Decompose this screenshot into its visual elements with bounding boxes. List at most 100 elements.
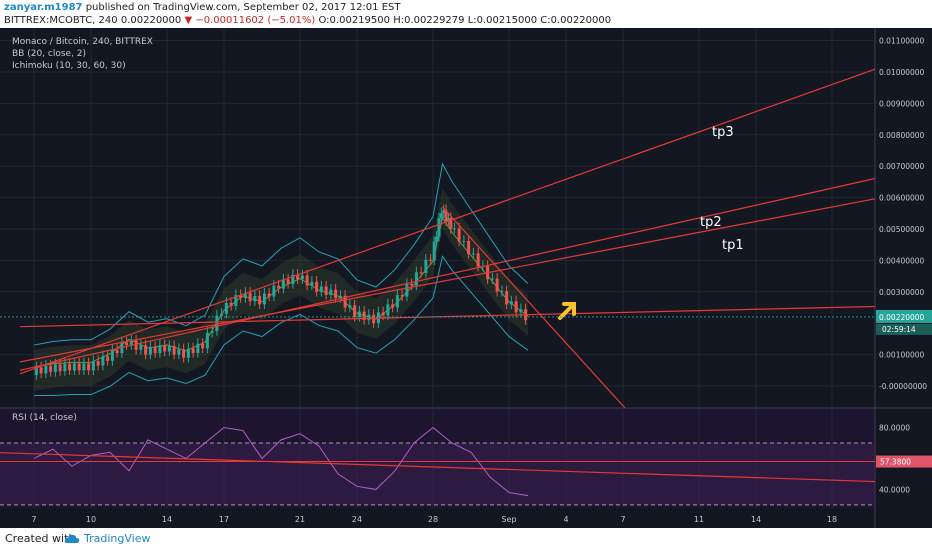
candle-body xyxy=(429,259,433,261)
candle-body xyxy=(437,218,441,237)
candle-body xyxy=(519,309,523,313)
candle-body xyxy=(44,365,48,374)
candle-body xyxy=(432,241,436,261)
time-tick-label: 11 xyxy=(694,515,704,524)
candle-body xyxy=(253,295,257,302)
time-tick-label: 28 xyxy=(428,515,438,524)
candle-body xyxy=(39,367,43,374)
legend-rsi: RSI (14, close) xyxy=(12,413,77,423)
candle-body xyxy=(296,274,300,280)
candle-body xyxy=(400,295,404,297)
footer-bar: Created with TradingView xyxy=(0,528,932,550)
candle-body xyxy=(239,295,243,299)
candle-body xyxy=(324,286,328,295)
price-tick-label: 0.00700000 xyxy=(879,162,925,171)
rsi-band-fill xyxy=(0,442,875,505)
price-tick-label: 0.00100000 xyxy=(879,351,925,360)
price-change: ▼ −0.00011602 (−5.01%) xyxy=(184,15,316,26)
annotation-tp2: tp2 xyxy=(700,215,722,230)
candle-body xyxy=(115,350,119,354)
tradingview-link[interactable]: TradingView xyxy=(84,532,151,545)
time-tick-label: 18 xyxy=(827,515,837,524)
time-tick-label: 14 xyxy=(751,515,761,524)
candle-body xyxy=(215,315,219,332)
candle-body xyxy=(224,302,228,314)
countdown-tag-text: 02:59:14 xyxy=(882,325,916,334)
candle-body xyxy=(315,281,319,292)
candle-body xyxy=(329,289,333,295)
candle-body xyxy=(300,275,304,280)
candle-body xyxy=(53,364,57,372)
publish-info: published on TradingView.com, September … xyxy=(85,2,401,13)
candle-body xyxy=(110,350,114,361)
candle-body xyxy=(229,302,233,306)
candle-body xyxy=(77,363,81,371)
candle-body xyxy=(500,291,504,293)
candle-body xyxy=(129,340,133,346)
candle-body xyxy=(182,349,186,358)
candle-body xyxy=(343,295,347,308)
candle-body xyxy=(63,363,67,372)
candle-body xyxy=(277,285,281,289)
symbol-label: BITTREX:MCOBTC, 240 xyxy=(4,15,118,26)
time-tick-label: 24 xyxy=(352,515,362,524)
time-tick-label: 17 xyxy=(219,515,229,524)
price-tick-label: -0.00000000 xyxy=(879,382,927,391)
candle-body xyxy=(367,314,371,321)
candle-body xyxy=(424,259,428,273)
candle-body xyxy=(172,346,176,355)
bb-lower-line xyxy=(34,255,529,396)
candle-body xyxy=(272,285,276,297)
ohlc-line: BITTREX:MCOBTC, 240 0.00220000 ▼ −0.0001… xyxy=(4,15,611,26)
candle-body xyxy=(509,301,513,305)
rsi-band xyxy=(0,442,875,506)
candle-body xyxy=(248,292,252,302)
candle-body xyxy=(201,343,205,349)
candle-body xyxy=(444,210,448,222)
time-tick-label: 14 xyxy=(162,515,172,524)
time-tick-label: Sep xyxy=(501,515,516,524)
candle-body xyxy=(457,228,461,242)
candle-body xyxy=(101,356,105,366)
legend-title: Monaco / Bitcoin, 240, BITTREX xyxy=(12,37,153,47)
target-arrow-icon xyxy=(558,302,576,320)
high-value: H:0.00229279 xyxy=(393,15,465,26)
candle-body xyxy=(372,314,376,324)
candle-body xyxy=(163,345,167,352)
trendlines[interactable] xyxy=(19,68,876,409)
candle-body xyxy=(505,291,509,305)
candle-body xyxy=(381,312,385,316)
time-tick-label: 7 xyxy=(620,515,625,524)
rsi-lines: 57.3800 xyxy=(0,426,932,497)
candle-body xyxy=(435,236,439,242)
open-value: O:0.00219500 xyxy=(318,15,390,26)
candle-body xyxy=(220,313,224,316)
trendline-tp1 xyxy=(19,198,876,363)
candle-body xyxy=(467,240,471,255)
candle-body xyxy=(68,363,72,371)
trendline-tp2 xyxy=(19,177,876,371)
candle-body xyxy=(446,218,450,222)
candle-body xyxy=(153,346,157,354)
candle-body xyxy=(348,305,352,308)
candle-body xyxy=(449,218,453,229)
chart-area[interactable]: 57.3800 0.011000000.010000000.009000000.… xyxy=(0,28,932,528)
candle-body xyxy=(177,349,181,355)
candle-body xyxy=(338,295,342,299)
candle-body xyxy=(419,272,423,274)
candle-body xyxy=(72,363,76,371)
candle-body xyxy=(191,348,195,354)
annotation-tp1: tp1 xyxy=(722,238,744,253)
candle-body xyxy=(210,331,214,333)
candle-body xyxy=(186,348,190,358)
candle-body xyxy=(495,278,499,292)
author-link[interactable]: zanyar.m1987 xyxy=(4,2,83,13)
candle-body xyxy=(158,345,162,354)
candle-body xyxy=(286,279,290,284)
header-bar: zanyar.m1987 published on TradingView.co… xyxy=(0,0,932,28)
price-tick-label: 0.00300000 xyxy=(879,288,925,297)
candle-body xyxy=(386,304,390,316)
candle-body xyxy=(82,363,86,371)
candle-body xyxy=(391,304,395,308)
